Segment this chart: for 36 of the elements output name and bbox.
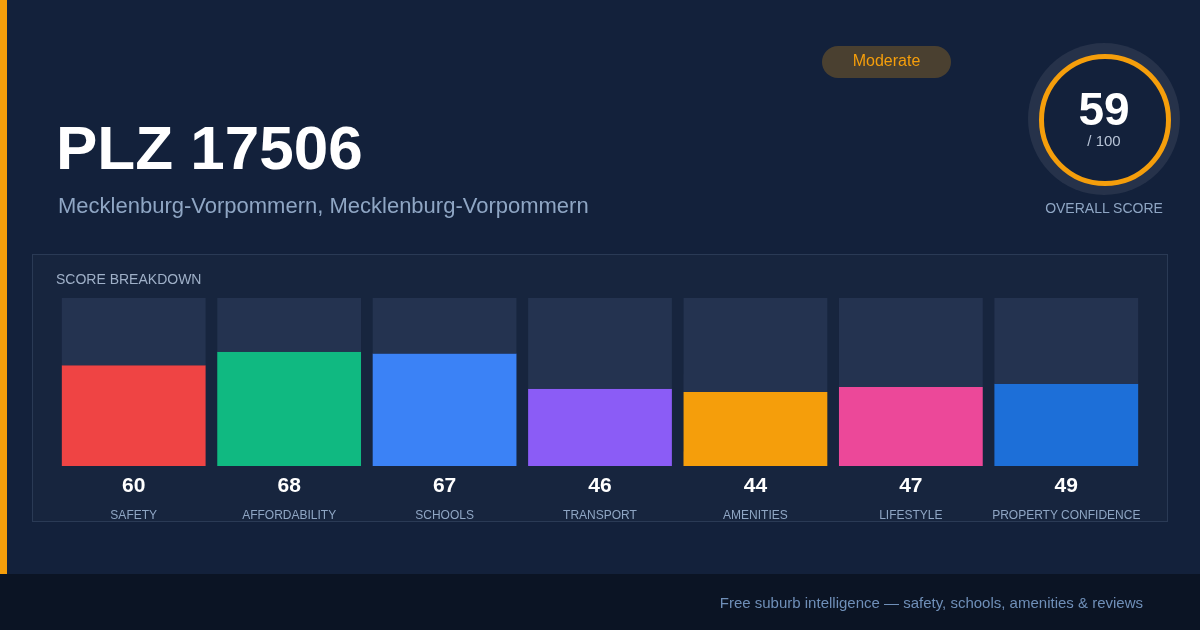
chart-title: PLZ 17506 <box>56 112 363 183</box>
text: SCORE BREAKDOWN <box>56 271 202 287</box>
x-tick-label: SAFETY <box>110 508 158 522</box>
bar <box>994 383 1139 466</box>
bar <box>372 298 517 354</box>
chart-subtitle: Mecklenburg-Vorpommern, Mecklenburg-Vorpommern <box>58 193 589 219</box>
bar <box>217 351 362 466</box>
bar <box>528 388 672 466</box>
data-label: 49 <box>1054 473 1078 496</box>
x-tick-label: PROPERTY CONFIDENCE <box>992 508 1141 522</box>
bar <box>994 298 1139 384</box>
data-label: 67 <box>432 473 457 496</box>
bar <box>61 365 206 466</box>
text: Moderate <box>851 52 922 70</box>
bar <box>61 298 206 366</box>
x-tick-label: LIFESTYLE <box>879 508 943 522</box>
data-label: 47 <box>899 473 923 496</box>
text: OVERALL SCORE <box>1044 200 1164 216</box>
bar <box>528 298 672 389</box>
x-tick-label: AFFORDABILITY <box>242 508 337 522</box>
x-tick-label: TRANSPORT <box>563 508 638 522</box>
x-tick-label: AMENITIES <box>723 508 788 522</box>
bar <box>838 387 983 466</box>
bar <box>217 298 362 352</box>
x-tick-label: SCHOOLS <box>415 508 474 522</box>
text: / 100 <box>1086 132 1122 149</box>
text: 59 <box>1077 82 1131 135</box>
data-label: 60 <box>122 473 146 496</box>
data-label: 68 <box>277 473 302 496</box>
bar <box>372 353 517 466</box>
text: Free suburb intelligence — safety, schools, amenities & reviews <box>719 594 1143 611</box>
bar <box>838 298 983 388</box>
data-label: 44 <box>743 473 768 496</box>
bar <box>683 298 828 393</box>
data-label: 46 <box>588 473 612 496</box>
bar <box>683 392 828 466</box>
